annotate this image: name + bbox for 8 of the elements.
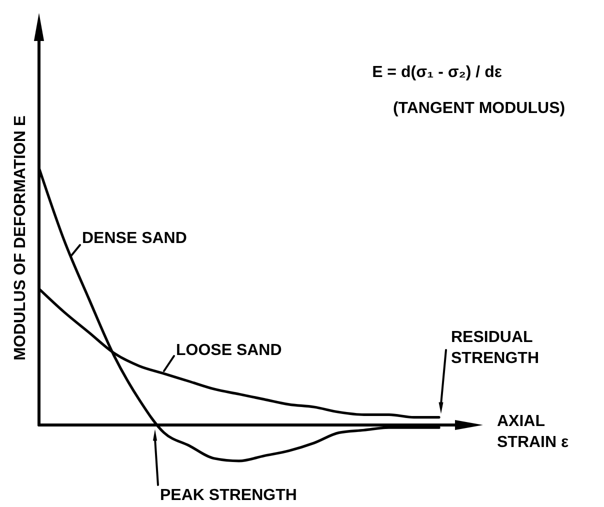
series-label: LOOSE SAND xyxy=(176,342,282,359)
x-axis-title: AXIAL STRAIN ε xyxy=(497,413,569,451)
series-label: DENSE SAND xyxy=(82,230,187,247)
text: PEAK STRENGTH xyxy=(160,487,297,504)
y-axis-title: MODULUS OF DEFORMATION E xyxy=(12,115,29,361)
text: (TANGENT MODULUS) xyxy=(392,100,566,117)
annotation: RESIDUAL STRENGTH xyxy=(451,329,539,367)
text: E = d(σ₁ - σ₂) / dε xyxy=(372,64,502,81)
